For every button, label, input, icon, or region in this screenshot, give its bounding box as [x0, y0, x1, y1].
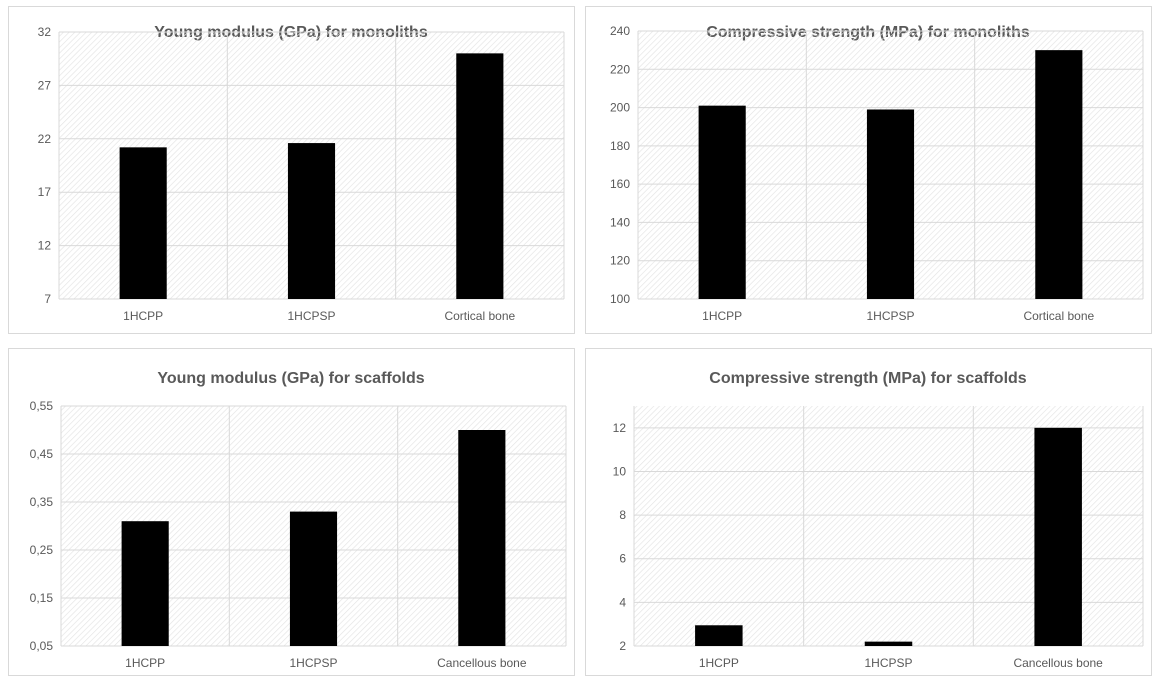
y-tick-label: 27 — [38, 78, 52, 92]
y-tick-label: 7 — [44, 292, 51, 306]
y-tick-label: 10 — [613, 464, 627, 478]
chart-svg: Compressive strength (MPa) for scaffolds… — [613, 370, 1144, 670]
y-tick-label: 22 — [38, 132, 52, 146]
y-tick-label: 220 — [610, 62, 630, 76]
bar — [458, 430, 506, 646]
y-tick-label: 240 — [610, 24, 630, 38]
x-category-label: 1HCPSP — [289, 656, 337, 670]
bar — [866, 109, 915, 299]
y-tick-label: 0,05 — [30, 639, 54, 653]
chart-title: Compressive strength (MPa) for scaffolds — [709, 370, 1027, 387]
y-tick-label: 2 — [619, 639, 626, 653]
bar — [695, 625, 743, 646]
y-tick-label: 4 — [619, 595, 626, 609]
y-tick-label: 0,35 — [30, 495, 54, 509]
x-category-label: Cancellous bone — [437, 656, 527, 670]
x-category-label: 1HCPP — [702, 309, 742, 323]
bar — [698, 105, 746, 300]
bar — [456, 53, 504, 299]
bar — [864, 641, 913, 646]
y-tick-label: 0,45 — [30, 447, 54, 461]
x-category-label: 1HCPSP — [866, 309, 914, 323]
chart-svg: Compressive strength (MPa) for monoliths… — [610, 24, 1144, 323]
y-tick-label: 0,25 — [30, 543, 54, 557]
x-category-label: 1HCPSP — [287, 309, 335, 323]
y-tick-label: 6 — [619, 552, 626, 566]
y-tick-label: 140 — [610, 215, 630, 229]
chart-svg: Young modulus (GPa) for monoliths 712172… — [38, 24, 565, 323]
bar — [287, 143, 336, 299]
y-tick-label: 8 — [619, 508, 626, 522]
y-tick-label: 17 — [38, 185, 52, 199]
y-tick-label: 180 — [610, 139, 630, 153]
y-tick-label: 160 — [610, 177, 630, 191]
y-tick-label: 0,15 — [30, 591, 54, 605]
y-tick-label: 200 — [610, 101, 630, 115]
x-category-label: 1HCPSP — [864, 656, 912, 670]
x-category-label: Cortical bone — [444, 309, 515, 323]
chart-panel-compressive-monoliths: Compressive strength (MPa) for monoliths… — [585, 6, 1152, 334]
chart-svg: Young modulus (GPa) for scaffolds 0,05 0,… — [30, 370, 567, 670]
bar — [289, 511, 338, 646]
chart-panel-young-monoliths: Young modulus (GPa) for monoliths 712172… — [8, 6, 575, 334]
y-tick-label: 12 — [38, 239, 52, 253]
y-tick-label: 12 — [613, 421, 627, 435]
bar — [121, 521, 169, 646]
x-category-label: 1HCPP — [125, 656, 165, 670]
bar — [119, 147, 167, 299]
y-tick-label: 100 — [610, 292, 630, 306]
bar — [1035, 50, 1083, 300]
y-tick-label: 0,55 — [30, 399, 54, 413]
x-category-label: Cortical bone — [1023, 309, 1094, 323]
x-category-label: 1HCPP — [123, 309, 163, 323]
x-category-label: 1HCPP — [699, 656, 739, 670]
chart-title: Young modulus (GPa) for scaffolds — [157, 370, 424, 387]
bar — [1034, 427, 1082, 646]
y-tick-label: 120 — [610, 254, 630, 268]
x-category-label: Cancellous bone — [1013, 656, 1103, 670]
chart-panel-compressive-scaffolds: Compressive strength (MPa) for scaffolds… — [585, 348, 1152, 676]
y-tick-label: 32 — [38, 25, 52, 39]
chart-panel-young-scaffolds: Young modulus (GPa) for scaffolds 0,05 0,… — [8, 348, 575, 676]
